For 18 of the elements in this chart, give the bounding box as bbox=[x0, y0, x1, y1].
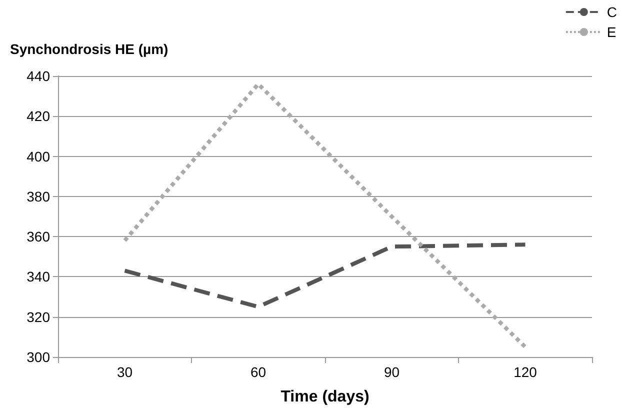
x-axis-title: Time (days) bbox=[280, 388, 370, 406]
y-tick-label: 420 bbox=[26, 108, 50, 124]
y-tick-label: 400 bbox=[26, 148, 50, 164]
y-tick-label: 360 bbox=[26, 228, 50, 245]
y-axis-title: Synchondrosis HE (µm) bbox=[10, 41, 168, 57]
y-tick-label: 300 bbox=[26, 349, 50, 365]
y-tick-label: 340 bbox=[26, 268, 50, 285]
x-tick-label: 30 bbox=[116, 364, 133, 380]
legend-label: C bbox=[606, 4, 618, 20]
x-tick-label: 60 bbox=[250, 364, 266, 380]
line-series bbox=[122, 82, 528, 349]
y-tick-label: 320 bbox=[26, 308, 50, 325]
legend-label: E bbox=[606, 24, 616, 40]
y-tick-label: 440 bbox=[26, 68, 50, 84]
y-tick-label: 380 bbox=[26, 188, 50, 204]
x-tick-label: 90 bbox=[384, 364, 400, 380]
line-series bbox=[122, 242, 528, 309]
x-tick-label: 120 bbox=[514, 364, 538, 380]
